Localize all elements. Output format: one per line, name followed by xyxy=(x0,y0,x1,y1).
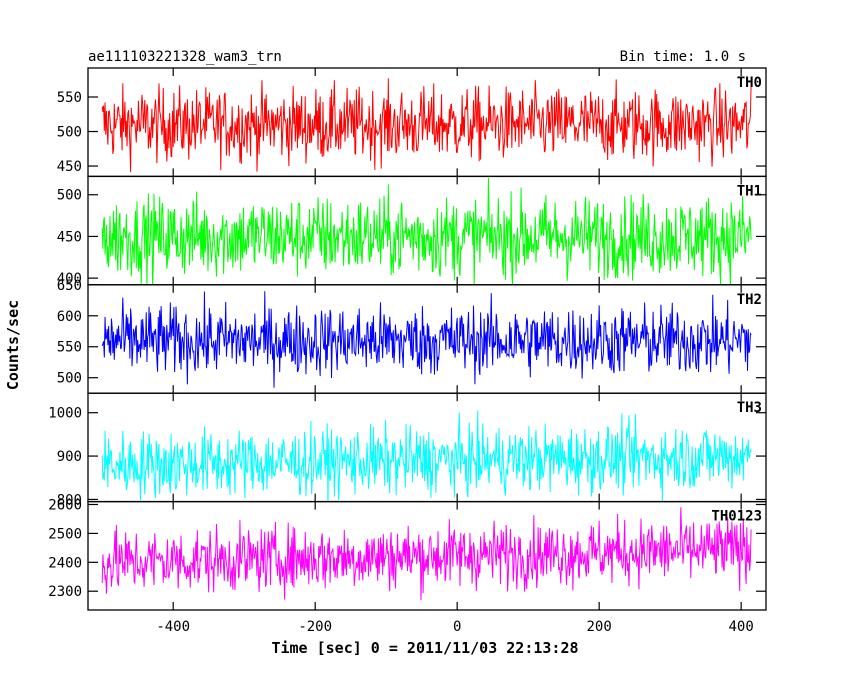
y-tick-label: 2400 xyxy=(48,555,82,571)
y-axis-label: Counts/sec xyxy=(4,300,22,390)
panel-th2: 500 550 600 650 TH2 xyxy=(57,278,767,394)
y-tick-label: 900 xyxy=(57,449,82,465)
panel-label-th1: TH1 xyxy=(737,183,762,199)
panel-th0123: 2300 2400 2500 2600 TH0123 xyxy=(48,497,767,611)
x-tick-label: 400 xyxy=(729,619,754,635)
y-tick-label: 650 xyxy=(57,278,82,294)
y-tick-label: 400 xyxy=(57,271,82,287)
y-tick-label: 550 xyxy=(57,340,82,356)
panel-label-th0: TH0 xyxy=(737,75,762,91)
chart-title: ae111103221328_wam3_trn xyxy=(88,49,282,65)
y-tick-label: 450 xyxy=(57,229,82,245)
y-tick-label: 500 xyxy=(57,188,82,204)
y-tick-label: 1000 xyxy=(48,406,82,422)
y-tick-label: 550 xyxy=(57,90,82,106)
x-tick-label: 200 xyxy=(587,619,612,635)
y-tick-label: 2500 xyxy=(48,526,82,542)
panel-label-th0123: TH0123 xyxy=(711,509,762,525)
x-axis-label: Time [sec] 0 = 2011/11/03 22:13:28 xyxy=(271,639,578,657)
y-tick-label: 600 xyxy=(57,309,82,325)
panel-label-th3: TH3 xyxy=(737,400,762,416)
series-line-th0 xyxy=(101,78,752,173)
x-axis: -400 -200 0 200 400 xyxy=(156,619,753,635)
y-tick-label: 2300 xyxy=(48,584,82,600)
panel-th0: 450 500 550 TH0 xyxy=(57,67,767,178)
series-line-th0123 xyxy=(101,507,752,600)
series-line-th3 xyxy=(101,410,752,502)
panel-frame xyxy=(87,175,767,286)
x-tick-label: -200 xyxy=(298,619,332,635)
panel-th3: 800 900 1000 TH3 xyxy=(48,392,767,508)
panels-group: 450 500 550 TH0 400 450 500 TH1 500 550 600 650 TH2 8… xyxy=(48,67,767,611)
y-tick-label: 500 xyxy=(57,125,82,141)
panel-frame xyxy=(87,500,767,611)
series-line-th2 xyxy=(101,291,752,388)
y-tick-label: 2600 xyxy=(48,497,82,513)
bin-time-label: Bin time: 1.0 s xyxy=(620,49,746,65)
y-tick-label: 450 xyxy=(57,159,82,175)
series-line-th1 xyxy=(101,177,752,285)
x-tick-label: 0 xyxy=(453,619,461,635)
x-tick-label: -400 xyxy=(156,619,190,635)
panel-th1: 400 450 500 TH1 xyxy=(57,175,767,287)
y-tick-label: 500 xyxy=(57,371,82,387)
panel-label-th2: TH2 xyxy=(737,292,762,308)
y-tick-label: 800 xyxy=(57,492,82,508)
